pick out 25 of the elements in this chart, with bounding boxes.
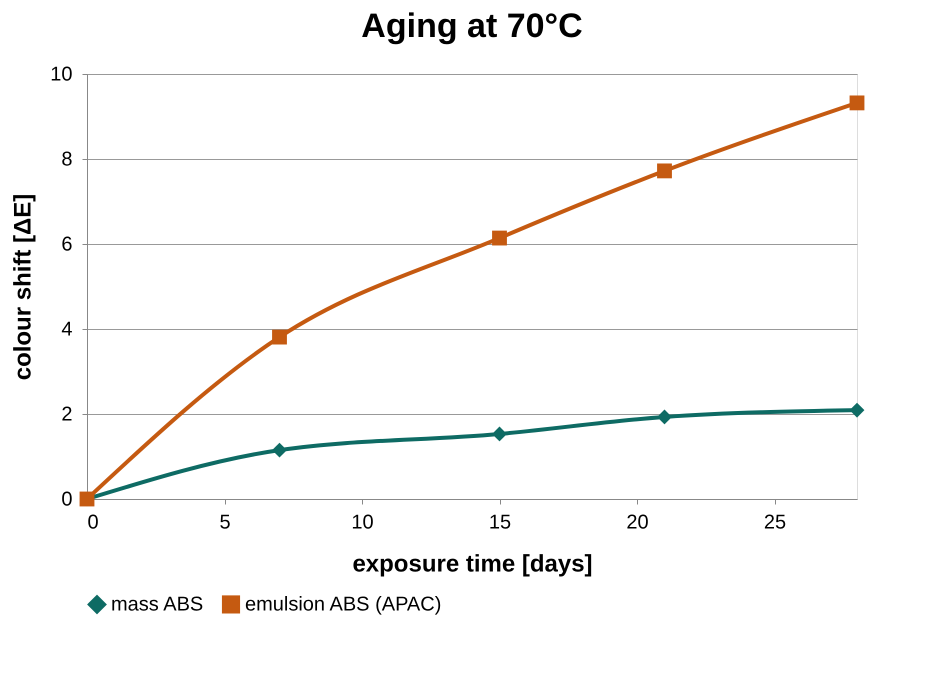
x-tick-label: 5 <box>219 512 231 534</box>
x-tick-label: 15 <box>488 512 512 534</box>
chart-title: Aging at 70°C <box>361 7 583 45</box>
y-axis-title: colour shift [ΔE] <box>9 194 36 380</box>
y-tick-label: 4 <box>61 318 72 340</box>
y-tick-label: 2 <box>61 404 72 426</box>
point <box>272 442 287 458</box>
x-axis-title: exposure time [days] <box>352 550 593 578</box>
legend-label: emulsion ABS (APAC) <box>245 593 442 616</box>
point <box>492 426 507 442</box>
x-tick-label: 25 <box>764 512 786 534</box>
x-tick-label: 20 <box>626 512 649 534</box>
point <box>850 402 864 418</box>
y-tick-label: 0 <box>61 488 72 510</box>
y-tick-label: 8 <box>61 148 72 170</box>
point <box>850 95 864 110</box>
x-tick-label: 10 <box>351 512 374 534</box>
y-tick-label: 6 <box>61 234 72 256</box>
legend-label: mass ABS <box>111 593 204 616</box>
point <box>272 330 287 344</box>
y-tick-label: 10 <box>50 64 72 86</box>
point <box>657 410 672 424</box>
point <box>657 163 672 178</box>
point <box>492 230 507 246</box>
x-tick-label: 0 <box>88 512 99 534</box>
